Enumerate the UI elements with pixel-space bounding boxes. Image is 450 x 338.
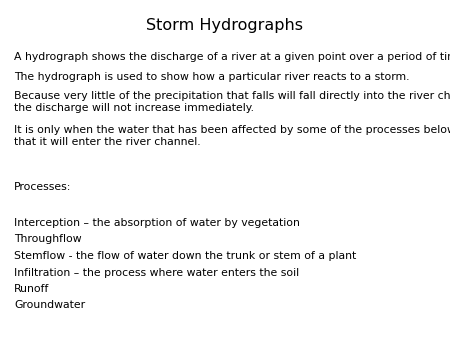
Text: The hydrograph is used to show how a particular river reacts to a storm.: The hydrograph is used to show how a par… (14, 72, 410, 81)
Text: It is only when the water that has been affected by some of the processes below,: It is only when the water that has been … (14, 125, 450, 147)
Text: Stemflow - the flow of water down the trunk or stem of a plant: Stemflow - the flow of water down the tr… (14, 251, 356, 261)
Text: Processes:: Processes: (14, 182, 72, 192)
Text: Because very little of the precipitation that falls will fall directly into the : Because very little of the precipitation… (14, 91, 450, 113)
Text: Throughflow: Throughflow (14, 235, 81, 244)
Text: Runoff: Runoff (14, 284, 50, 294)
Text: Groundwater: Groundwater (14, 300, 85, 311)
Text: Storm Hydrographs: Storm Hydrographs (147, 18, 303, 33)
Text: Interception – the absorption of water by vegetation: Interception – the absorption of water b… (14, 218, 300, 228)
Text: A hydrograph shows the discharge of a river at a given point over a period of ti: A hydrograph shows the discharge of a ri… (14, 52, 450, 62)
Text: Infiltration – the process where water enters the soil: Infiltration – the process where water e… (14, 267, 299, 277)
